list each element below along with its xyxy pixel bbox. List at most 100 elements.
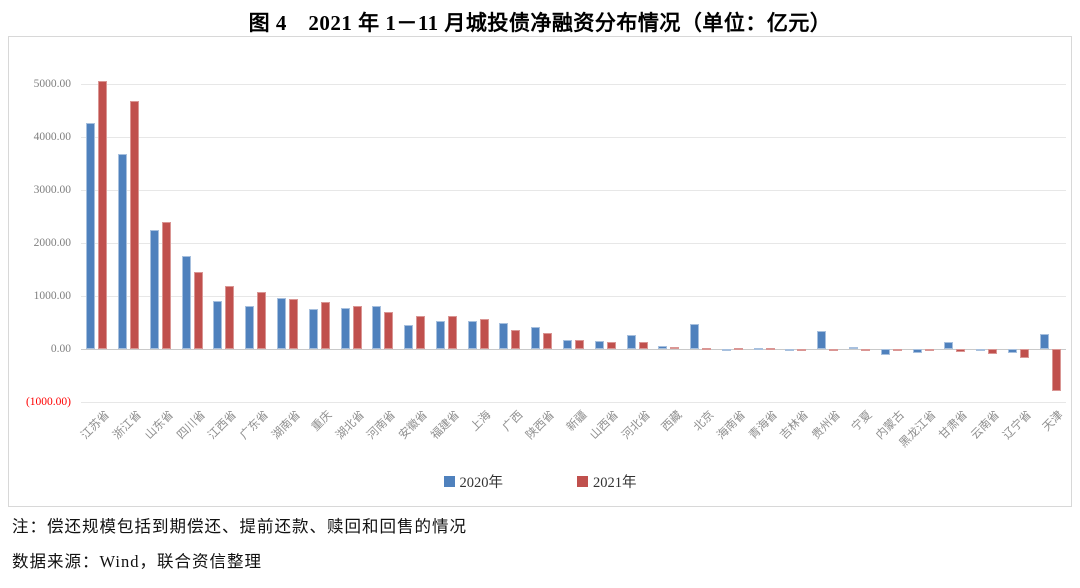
bar-2021-16 — [575, 339, 584, 349]
bar-2020-17 — [594, 341, 604, 349]
x-tick-label: 青海省 — [746, 409, 780, 442]
y-tick-label: 3000.00 — [33, 184, 71, 196]
legend-label-2020: 2020年 — [459, 475, 504, 491]
bar-2021-24 — [829, 349, 839, 351]
legend-item-2021: 2021年 — [577, 471, 637, 492]
bar-2021-12 — [447, 316, 457, 349]
x-tick-label: 山东省 — [143, 409, 176, 442]
bar-2020-19 — [658, 346, 668, 349]
legend-label-2021: 2021年 — [593, 475, 637, 491]
bar-2021-19 — [670, 347, 680, 350]
bar-2020-24 — [817, 330, 827, 349]
x-tick-label: 广东省 — [238, 409, 272, 442]
bar-2020-15 — [531, 326, 541, 349]
x-tick-label: 四川省 — [174, 409, 208, 442]
bar-2020-12 — [435, 320, 445, 349]
x-tick-label: 重庆 — [310, 409, 335, 434]
bar-2021-23 — [797, 349, 807, 351]
gridline — [81, 402, 1066, 403]
bar-2020-4 — [181, 256, 191, 349]
x-tick-label: 吉林省 — [778, 409, 812, 442]
y-tick-label: 0.00 — [50, 343, 71, 355]
bar-2020-23 — [785, 349, 795, 351]
bar-2021-8 — [320, 302, 330, 349]
bar-2021-3 — [161, 222, 171, 349]
x-tick-label: 北京 — [691, 409, 717, 434]
bar-2021-4 — [193, 272, 203, 349]
y-tick-label: 4000.00 — [33, 131, 71, 143]
x-tick-label: 新疆 — [564, 409, 589, 434]
x-tick-label: 山西省 — [587, 409, 621, 442]
bar-2020-16 — [563, 339, 572, 349]
gridline — [81, 296, 1066, 297]
bar-2020-25 — [848, 347, 858, 350]
bar-2020-20 — [690, 324, 700, 349]
bar-2021-2 — [130, 100, 140, 349]
footnote-source: 数据来源：Wind，联合资信整理 — [12, 552, 262, 571]
gridline — [81, 84, 1066, 85]
bar-2020-26 — [880, 349, 890, 356]
x-tick-label: 云南省 — [969, 409, 1003, 442]
bar-2021-20 — [702, 347, 712, 350]
bar-2021-21 — [733, 347, 743, 350]
bar-2020-2 — [118, 154, 128, 349]
bar-2020-22 — [753, 347, 763, 350]
bar-2021-14 — [511, 329, 521, 349]
page-title: 图 4 2021 年 1－11 月城投债净融资分布情况（单位：亿元） — [248, 11, 832, 35]
bar-2020-27 — [912, 349, 922, 354]
y-tick-label: 1000.00 — [33, 290, 71, 302]
bar-2021-7 — [289, 298, 299, 349]
gridline — [81, 243, 1066, 244]
x-tick-label: 陕西省 — [524, 409, 558, 442]
x-tick-label: 上海 — [468, 409, 494, 434]
bar-2021-9 — [352, 305, 362, 349]
bar-2020-30 — [1007, 349, 1017, 353]
x-tick-label: 湖北省 — [333, 409, 367, 442]
bar-2020-11 — [404, 324, 414, 349]
legend: 2020年 2021年 — [9, 471, 1071, 492]
bar-2020-29 — [976, 348, 986, 351]
x-tick-label: 河南省 — [365, 409, 399, 442]
x-axis-zero-line — [81, 349, 1066, 350]
x-tick-label: 辽宁省 — [1000, 409, 1034, 442]
bar-2020-31 — [1039, 334, 1049, 349]
bar-2021-25 — [860, 349, 870, 351]
bar-2020-7 — [277, 298, 287, 349]
legend-swatch-2020 — [443, 476, 455, 487]
bar-2021-26 — [892, 349, 902, 351]
bar-2020-8 — [308, 308, 318, 349]
y-tick-label: 2000.00 — [33, 237, 71, 249]
x-tick-label: 河北省 — [619, 409, 653, 442]
x-tick-label: 安徽省 — [397, 409, 431, 442]
x-tick-label: 福建省 — [429, 409, 462, 442]
bar-2021-11 — [416, 315, 426, 349]
bar-2021-27 — [924, 349, 934, 351]
x-tick-label: 贵州省 — [810, 409, 844, 442]
gridline — [81, 137, 1066, 138]
bar-2021-5 — [225, 286, 235, 349]
bar-2020-1 — [86, 122, 96, 349]
bar-2021-13 — [479, 319, 489, 349]
y-tick-label: 5000.00 — [33, 78, 71, 90]
bar-2021-29 — [988, 349, 998, 354]
bar-2021-1 — [98, 80, 108, 349]
footnote-note: 注：偿还规模包括到期偿还、提前还款、赎回和回售的情况 — [12, 517, 467, 536]
bar-2020-5 — [213, 301, 223, 349]
bar-2021-30 — [1019, 349, 1029, 358]
bar-2021-17 — [606, 341, 616, 349]
bar-2021-15 — [543, 332, 553, 349]
x-tick-label: 湖南省 — [270, 409, 304, 442]
x-tick-label: 西藏 — [659, 409, 685, 434]
bar-2020-18 — [626, 334, 636, 349]
x-tick-label: 广西 — [500, 409, 526, 434]
bar-2021-18 — [638, 342, 648, 349]
legend-item-2020: 2020年 — [443, 471, 504, 492]
bar-2020-9 — [340, 307, 350, 349]
bar-2020-28 — [944, 341, 954, 349]
y-tick-label: (1000.00) — [25, 396, 71, 408]
bar-2020-10 — [372, 306, 382, 349]
bar-2020-13 — [467, 321, 477, 349]
bar-2020-14 — [499, 323, 509, 349]
x-tick-label: 海南省 — [714, 409, 748, 442]
x-tick-label: 宁夏 — [850, 409, 875, 434]
